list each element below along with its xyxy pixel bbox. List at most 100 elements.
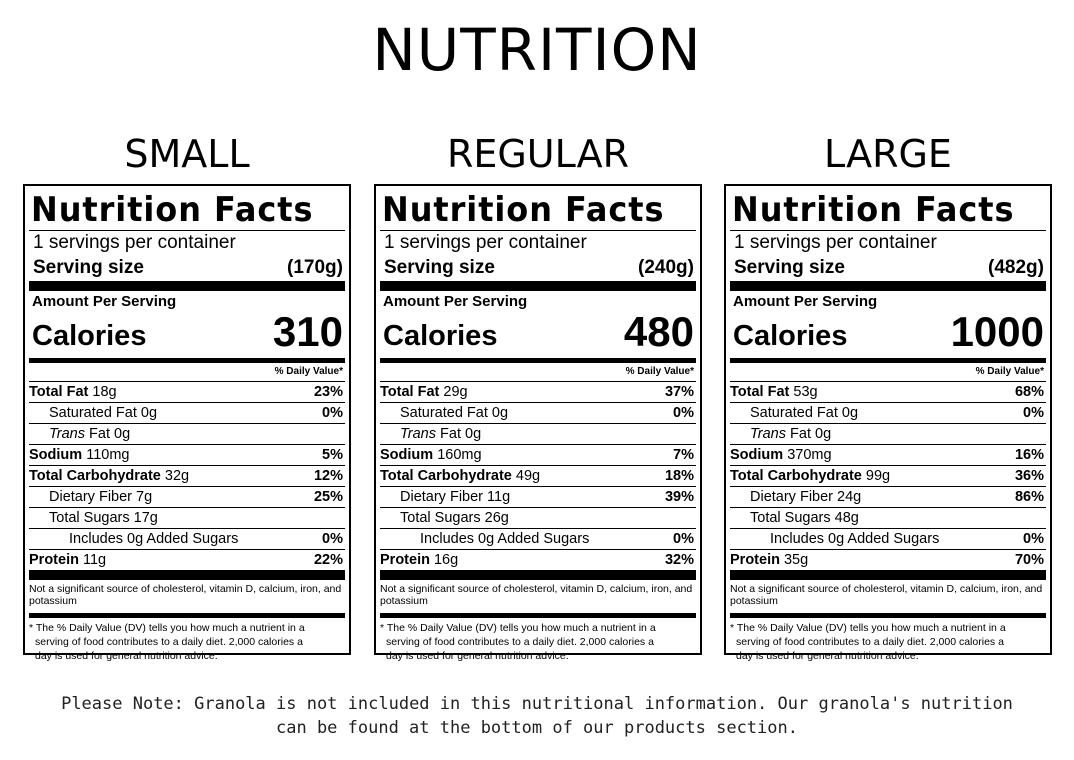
trans-fat-row: Trans Fat 0g <box>29 423 345 444</box>
sodium-row: Sodium 370mg 16% <box>730 444 1046 465</box>
footnote-dv-line-1: * The % Daily Value (DV) tells you how m… <box>29 622 305 634</box>
protein-pct: 70% <box>1014 552 1044 568</box>
serving-size-row: Serving size (482g) <box>730 255 1046 281</box>
total-sugars-row: Total Sugars 17g <box>29 507 345 528</box>
serving-size-row: Serving size (240g) <box>380 255 696 281</box>
total-sugars-row: Total Sugars 48g <box>730 507 1046 528</box>
carbohydrate-pct: 12% <box>313 468 343 484</box>
carbohydrate-row: Total Carbohydrate 49g 18% <box>380 465 696 486</box>
footnote-daily-value: * The % Daily Value (DV) tells you how m… <box>380 618 696 663</box>
dietary-fiber-row: Dietary Fiber 7g 25% <box>29 486 345 507</box>
dietary-fiber-amount: 7g <box>136 489 153 505</box>
servings-per-container: 1 servings per container <box>734 232 937 253</box>
added-sugars-amount: 0g <box>828 531 845 547</box>
footnote-daily-value: * The % Daily Value (DV) tells you how m… <box>730 618 1046 663</box>
protein-pct: 22% <box>313 552 343 568</box>
saturated-fat-row: Saturated Fat 0g 0% <box>730 402 1046 423</box>
sodium-label: Sodium <box>29 447 83 463</box>
protein-row: Protein 11g 22% <box>29 549 345 570</box>
includes-label: Includes <box>770 531 825 547</box>
page-title: NUTRITION <box>372 16 702 84</box>
fat-label: Fat <box>89 426 110 442</box>
protein-row: Protein 16g 32% <box>380 549 696 570</box>
added-sugars-amount: 0g <box>127 531 144 547</box>
protein-amount: 16g <box>433 552 459 568</box>
serving-size-label: Serving size <box>33 257 144 278</box>
amount-per-serving: Amount Per Serving <box>733 293 878 310</box>
sodium-row: Sodium 110mg 5% <box>29 444 345 465</box>
sodium-pct: 7% <box>673 447 694 463</box>
total-sugars-label: Total Sugars <box>49 510 130 526</box>
protein-label: Protein <box>730 552 780 568</box>
calories-value: 480 <box>623 308 694 355</box>
nutrition-column-1: REGULAR Nutrition Facts 1 servings per c… <box>374 128 702 662</box>
total-fat-amount: 29g <box>443 384 468 400</box>
added-sugars-label: Added Sugars <box>847 531 940 547</box>
trans-label: Trans <box>750 426 786 442</box>
saturated-fat-label: Saturated Fat <box>400 405 488 421</box>
size-title: REGULAR <box>446 132 630 176</box>
footnote-daily-value: * The % Daily Value (DV) tells you how m… <box>29 618 345 663</box>
size-title: SMALL <box>124 132 250 176</box>
dietary-fiber-pct: 86% <box>1014 489 1044 505</box>
nutrition-facts-title: Nutrition Facts <box>732 190 1015 230</box>
calories-row: Calories 480 <box>380 310 696 354</box>
protein-pct: 32% <box>664 552 694 568</box>
dietary-fiber-pct: 39% <box>664 489 694 505</box>
nutrition-column-0: SMALL Nutrition Facts 1 servings per con… <box>23 128 351 662</box>
protein-row: Protein 35g 70% <box>730 549 1046 570</box>
added-sugars-label: Added Sugars <box>497 531 590 547</box>
saturated-fat-pct: 0% <box>322 405 343 421</box>
carbohydrate-row: Total Carbohydrate 32g 12% <box>29 465 345 486</box>
calories-label: Calories <box>32 320 147 352</box>
carbohydrate-amount: 49g <box>515 468 541 484</box>
carbohydrate-amount: 32g <box>164 468 190 484</box>
footnote-dv-line-1: * The % Daily Value (DV) tells you how m… <box>730 622 1006 634</box>
total-sugars-amount: 48g <box>834 510 859 526</box>
serving-size-label: Serving size <box>384 257 495 278</box>
trans-fat-amount: 0g <box>114 426 131 442</box>
carbohydrate-amount: 99g <box>865 468 891 484</box>
protein-label: Protein <box>29 552 79 568</box>
saturated-fat-label: Saturated Fat <box>49 405 137 421</box>
saturated-fat-row: Saturated Fat 0g 0% <box>380 402 696 423</box>
added-sugars-pct: 0% <box>322 531 343 547</box>
total-fat-row: Total Fat 53g 68% <box>730 381 1046 402</box>
total-sugars-amount: 26g <box>484 510 509 526</box>
protein-amount: 35g <box>783 552 809 568</box>
sodium-label: Sodium <box>380 447 434 463</box>
footnote-dv-line-3: day is used for general nutrition advice… <box>35 650 218 662</box>
fat-label: Fat <box>790 426 811 442</box>
saturated-fat-amount: 0g <box>841 405 859 421</box>
sodium-pct: 5% <box>322 447 343 463</box>
carbohydrate-label: Total Carbohydrate <box>29 468 161 484</box>
nutrition-facts-title: Nutrition Facts <box>31 190 314 230</box>
footnote-not-significant: Not a significant source of cholesterol,… <box>29 583 342 607</box>
footnote-not-significant: Not a significant source of cholesterol,… <box>380 583 693 607</box>
dietary-fiber-amount: 11g <box>487 489 511 505</box>
footnote-dv-line-2: serving of food contributes to a daily d… <box>35 636 303 648</box>
saturated-fat-amount: 0g <box>491 405 509 421</box>
note-line-2: can be found at the bottom of our produc… <box>276 718 798 738</box>
calories-label: Calories <box>383 320 498 352</box>
added-sugars-amount: 0g <box>478 531 495 547</box>
footnote-dv-line-1: * The % Daily Value (DV) tells you how m… <box>380 622 656 634</box>
sodium-amount: 370mg <box>787 447 832 463</box>
total-sugars-label: Total Sugars <box>400 510 481 526</box>
serving-size-label: Serving size <box>734 257 845 278</box>
trans-fat-amount: 0g <box>815 426 832 442</box>
amount-per-serving: Amount Per Serving <box>32 293 177 310</box>
nutrition-facts-label: Nutrition Facts 1 servings per container… <box>23 184 351 662</box>
trans-label: Trans <box>49 426 85 442</box>
saturated-fat-pct: 0% <box>1023 405 1044 421</box>
calories-row: Calories 1000 <box>730 310 1046 354</box>
carbohydrate-pct: 18% <box>664 468 694 484</box>
added-sugars-row: Includes 0g Added Sugars 0% <box>730 528 1046 549</box>
dietary-fiber-label: Dietary Fiber <box>49 489 132 505</box>
calories-row: Calories 310 <box>29 310 345 354</box>
total-fat-row: Total Fat 18g 23% <box>29 381 345 402</box>
total-sugars-amount: 17g <box>133 510 158 526</box>
footnote-dv-line-3: day is used for general nutrition advice… <box>386 650 569 662</box>
total-sugars-row: Total Sugars 26g <box>380 507 696 528</box>
total-fat-label: Total Fat <box>380 384 440 400</box>
